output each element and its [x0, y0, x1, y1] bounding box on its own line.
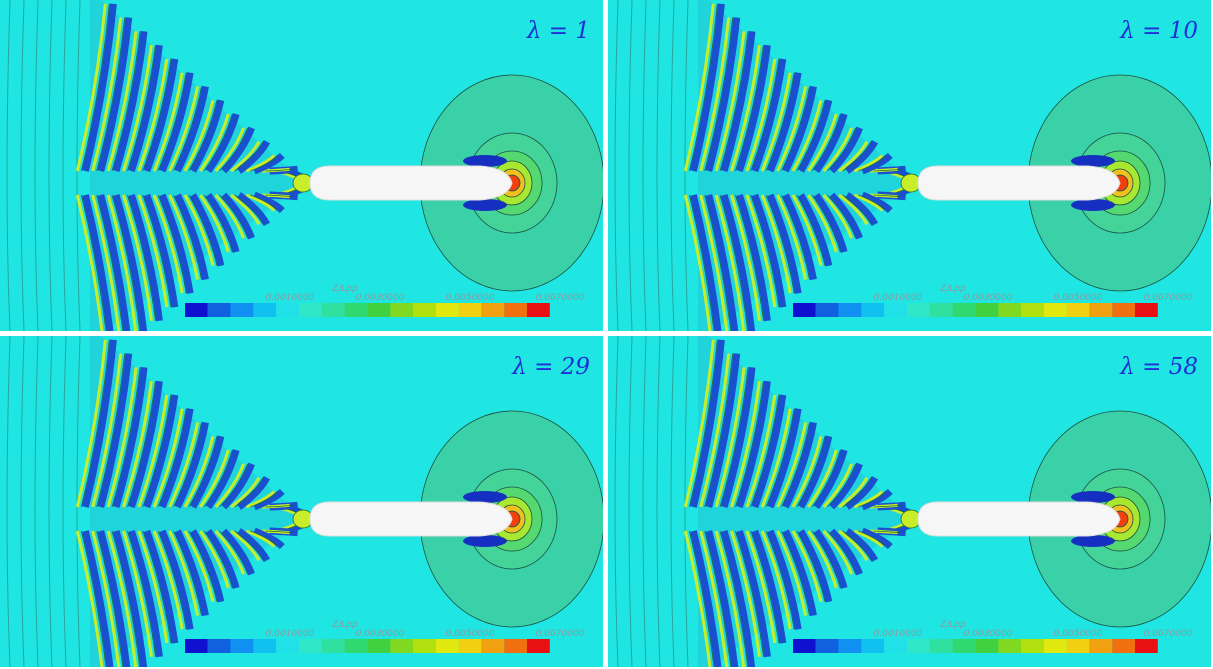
colorbar-tick-label: 0.0050000: [1054, 293, 1103, 303]
colorbar-title: Z/Lpp: [331, 284, 358, 294]
contour-panel: [0, 0, 604, 362]
colorbar-tick-label: 0.0030000: [356, 293, 405, 303]
colorbar-tick-label: 0.0030000: [964, 293, 1013, 303]
colorbar-tick-label: 0.0030000: [356, 629, 405, 639]
colorbar-tick-label: 0.0070000: [536, 293, 585, 303]
colorbar-tick-label: 0.0010000: [874, 629, 923, 639]
colorbar-tick-label: 0.0070000: [1144, 629, 1193, 639]
panel-label: λ = 10: [1119, 18, 1198, 44]
panel-label: λ = 29: [511, 354, 590, 380]
colorbar-tick-label: 0.0010000: [266, 293, 315, 303]
colorbar-tick-label: 0.0070000: [536, 629, 585, 639]
panel-label: λ = 1: [526, 18, 590, 44]
colorbar-tick-label: 0.0010000: [266, 629, 315, 639]
page: λ = 1 Z/Lpp 0.0010000 0.0030000 0.0050000 0.0…: [0, 0, 1213, 669]
panel-label: λ = 58: [1119, 354, 1198, 380]
colorbar-title: Z/Lpp: [939, 620, 966, 630]
colorbar-tick-label: 0.0030000: [964, 629, 1013, 639]
colorbar-tick-label: 0.0070000: [1144, 293, 1193, 303]
colorbar-title: Z/Lpp: [331, 620, 358, 630]
colorbar-tick-label: 0.0050000: [446, 293, 495, 303]
colorbar-tick-label: 0.0050000: [1054, 629, 1103, 639]
colorbar-tick-label: 0.0010000: [874, 293, 923, 303]
contour-panel: [608, 0, 1212, 362]
colorbar-tick-label: 0.0050000: [446, 629, 495, 639]
figure: λ = 1 Z/Lpp 0.0010000 0.0030000 0.0050000 0.0…: [0, 0, 1213, 669]
colorbar-title: Z/Lpp: [939, 284, 966, 294]
